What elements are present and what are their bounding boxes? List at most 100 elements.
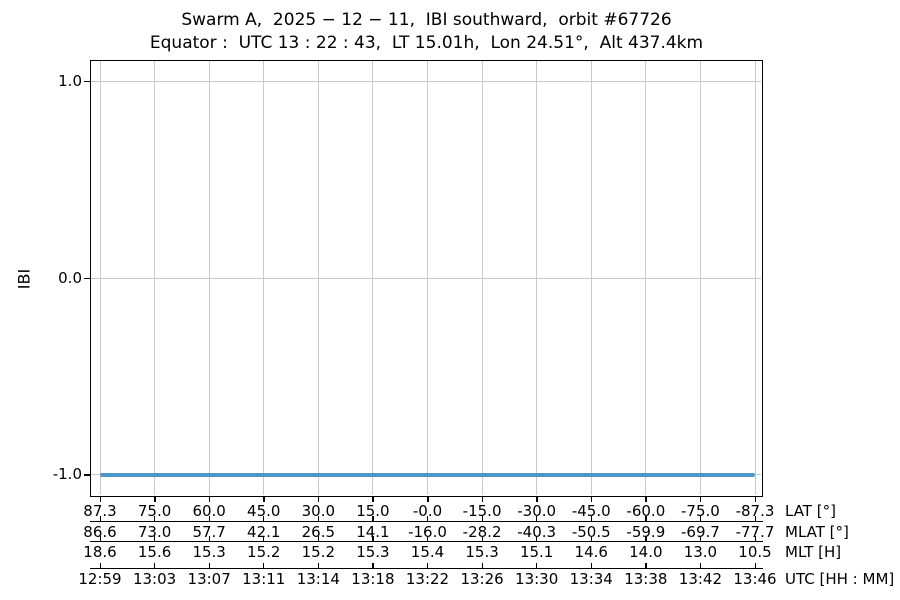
x-tick-mark: [317, 497, 320, 502]
chart-title: Swarm A, 2025 − 12 − 11, IBI southward, …: [181, 10, 672, 30]
axis-row-tick-mark: [645, 516, 647, 521]
axis-row-tick-mark: [208, 563, 210, 568]
axis-row-value: 42.1: [247, 523, 281, 541]
axis-row-value: 86.6: [83, 523, 117, 541]
axis-row-tick-mark: [754, 563, 756, 568]
axis-row-spine: [90, 521, 763, 523]
axis-row-value: 13:38: [624, 570, 668, 588]
axis-row-value: 13:11: [242, 570, 286, 588]
axis-row-tick-mark: [590, 516, 592, 521]
axis-row-value: 73.0: [137, 523, 172, 541]
axis-row-tick-mark: [154, 563, 156, 568]
axis-row-tick-mark: [481, 516, 483, 521]
axis-row-tick-mark: [645, 536, 647, 541]
axis-row-value: 18.6: [83, 543, 117, 561]
axis-row-value: -40.3: [517, 523, 557, 541]
axis-row-value: 10.5: [738, 543, 772, 561]
axis-row-value: -15.0: [462, 502, 502, 520]
axis-row-value: 15.0: [356, 502, 390, 520]
axis-row-value: 75.0: [137, 502, 172, 520]
x-tick-mark: [263, 497, 265, 502]
axis-row-value: -28.2: [462, 523, 502, 541]
axis-row-value: 13.0: [683, 543, 718, 561]
axis-row-unit-label: MLAT [°]: [785, 523, 849, 541]
axis-row-tick-mark: [372, 516, 374, 521]
axis-row-spine: [90, 568, 763, 570]
axis-row-value: 12:59: [78, 570, 122, 588]
axis-row-value: 57.7: [192, 523, 226, 541]
axis-row-value: 87.3: [83, 502, 117, 520]
horizontal-gridline: [91, 277, 761, 279]
axis-row-value: -60.0: [626, 502, 666, 520]
axis-row-tick-mark: [427, 563, 429, 568]
axis-row-tick-mark: [208, 536, 210, 541]
axis-row-value: 15.6: [137, 543, 172, 561]
axis-row-tick-mark: [154, 516, 156, 521]
x-tick-mark: [590, 497, 593, 502]
axis-row-tick-mark: [208, 516, 210, 521]
axis-row-tick-mark: [427, 516, 429, 521]
y-tick-mark: [84, 80, 90, 83]
axis-row-tick-mark: [99, 516, 101, 521]
axis-row-value: 13:26: [460, 570, 504, 588]
axis-row-value: 13:18: [351, 570, 395, 588]
axis-row-tick-mark: [699, 563, 702, 568]
y-tick-mark: [84, 474, 90, 476]
axis-row-value: 13:03: [132, 570, 177, 588]
axis-row-tick-mark: [372, 563, 374, 568]
axis-row-tick-mark: [263, 536, 265, 541]
y-tick-label: 0.0: [58, 268, 82, 287]
axis-row-value: -75.0: [681, 502, 720, 520]
axis-row-value: 14.1: [356, 523, 390, 541]
axis-row-value: 13:34: [569, 570, 613, 588]
axis-row-unit-label: LAT [°]: [785, 502, 836, 520]
axis-row-tick-mark: [590, 536, 592, 541]
axis-row-value: 13:22: [405, 570, 450, 588]
chart-subtitle: Equator : UTC 13 : 22 : 43, LT 15.01h, L…: [149, 33, 704, 53]
axis-row-value: 13:14: [296, 570, 340, 588]
axis-row-unit-label: MLT [H]: [785, 543, 842, 561]
axis-row-tick-mark: [317, 536, 320, 541]
x-tick-mark: [699, 497, 702, 502]
plot-area: [90, 60, 763, 497]
x-tick-mark: [427, 497, 429, 502]
axis-row-spine: [90, 541, 763, 543]
axis-row-tick-mark: [754, 516, 756, 521]
axis-row-value: 45.0: [247, 502, 281, 520]
axis-row-value: 13:07: [187, 570, 231, 588]
axis-row-value: 15.3: [465, 543, 499, 561]
axis-row-value: -0.0: [412, 502, 443, 520]
axis-row-tick-mark: [481, 563, 483, 568]
axis-row-value: 26.5: [301, 523, 336, 541]
axis-row-value: -45.0: [571, 502, 611, 520]
x-tick-mark: [208, 497, 211, 502]
axis-row-value: 15.2: [301, 543, 336, 561]
x-tick-mark: [536, 497, 538, 502]
axis-row-tick-mark: [699, 516, 702, 521]
axis-row-tick-mark: [536, 536, 538, 541]
axis-row-tick-mark: [699, 536, 702, 541]
axis-row-value: 13:46: [733, 570, 777, 588]
axis-row-value: 15.4: [410, 543, 445, 561]
axis-row-unit-label: UTC [HH : MM]: [785, 570, 895, 588]
axis-row-tick-mark: [154, 536, 156, 541]
axis-row-tick-mark: [317, 516, 320, 521]
axis-row-value: -87.3: [735, 502, 775, 520]
axis-row-tick-mark: [536, 516, 538, 521]
axis-row-value: 15.1: [519, 543, 554, 561]
x-tick-mark: [754, 497, 756, 502]
axis-row-value: 30.0: [301, 502, 336, 520]
axis-row-value: -77.7: [735, 523, 775, 541]
x-tick-mark: [154, 497, 156, 502]
x-tick-mark: [372, 497, 374, 502]
axis-row-tick-mark: [427, 536, 429, 541]
axis-row-tick-mark: [99, 563, 101, 568]
y-tick-label: 1.0: [58, 71, 82, 90]
axis-row-tick-mark: [481, 536, 483, 541]
axis-row-value: 15.2: [247, 543, 281, 561]
axis-row-tick-mark: [645, 563, 647, 568]
y-tick-label: -1.0: [52, 465, 82, 484]
ibi-data-line: [99, 472, 755, 477]
axis-row-value: -16.0: [408, 523, 447, 541]
